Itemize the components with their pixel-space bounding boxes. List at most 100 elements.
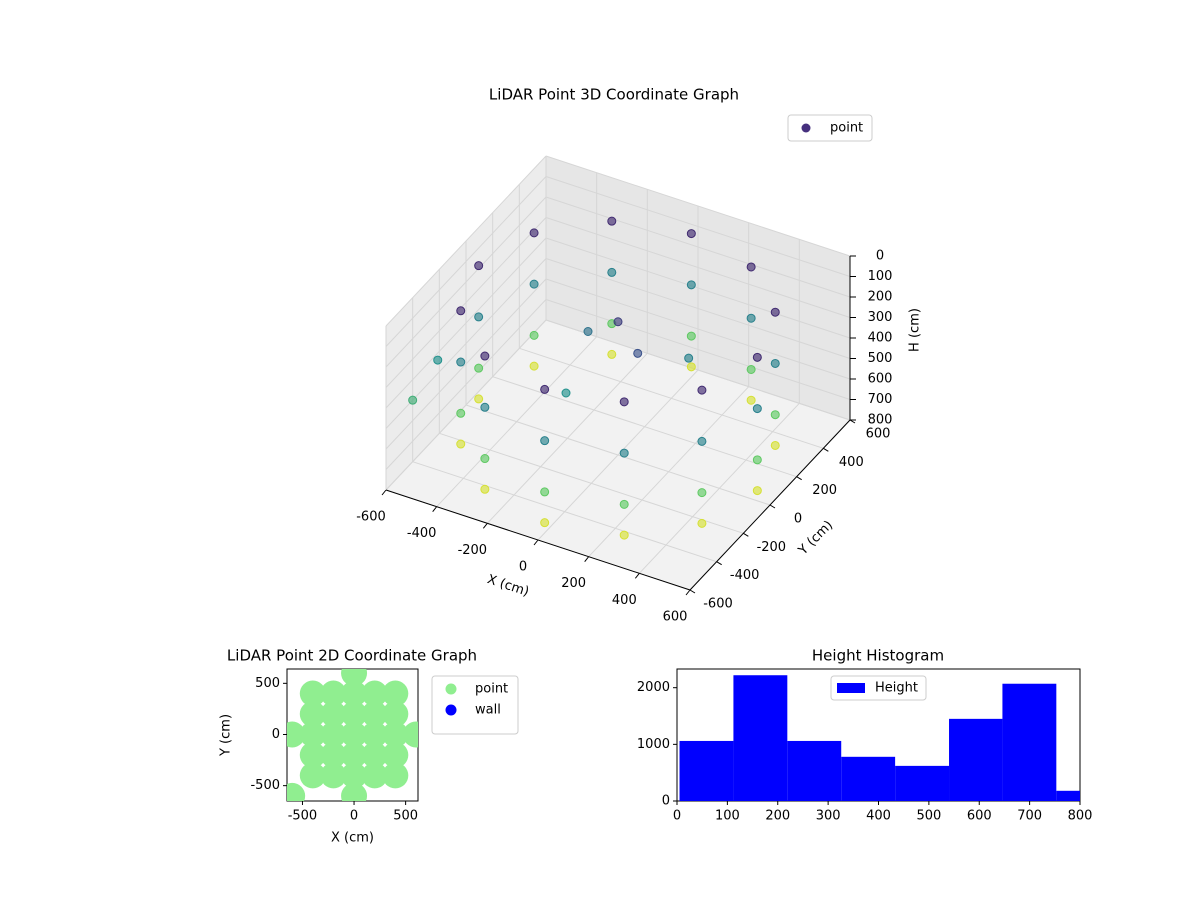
y-tick-label: 0 [794,512,802,527]
point [619,530,629,540]
x-tick-label: 0 [519,560,527,575]
point [686,280,696,290]
y-tick-label: 500 [255,676,280,691]
point [583,327,593,336]
x-tick-label: 300 [816,809,841,824]
point [540,436,550,446]
tick-mark [823,447,829,452]
grid-line [385,155,547,327]
point [382,762,409,789]
x-tick-label: 600 [663,610,688,625]
tick-mark [432,506,438,512]
point [341,762,368,789]
point [402,721,418,748]
x-tick-label: -400 [407,526,437,541]
point [341,680,368,707]
legend: point wall [431,675,519,735]
point [746,313,756,323]
tick-mark [482,523,488,529]
point [607,349,617,359]
z-tick-label: 200 [868,290,893,305]
grid-line [545,299,851,400]
point [320,741,347,768]
point [299,762,326,789]
x-tick-label: 200 [561,576,586,591]
x-axis-label: X (cm) [331,831,374,846]
bar [787,740,842,801]
x-tick-label: 400 [612,593,637,608]
point [770,440,780,450]
y-tick-label: 2000 [637,680,670,695]
point [456,357,466,367]
z-tick-label: 800 [868,413,893,428]
z-axis-label: H (cm) [908,308,923,352]
legend-marker [837,683,865,693]
point [697,518,707,528]
bar [733,675,788,801]
grid-line [385,278,547,450]
point [299,721,326,748]
point [361,762,388,789]
point [341,701,368,728]
y-tick-label: 400 [839,455,864,470]
grid-line [545,237,851,339]
point [770,410,780,420]
x-tick-label: 400 [866,809,891,824]
y-tick-label: 200 [812,483,837,498]
point [607,216,617,226]
point [341,669,368,687]
point [770,307,780,317]
tick-mark [716,561,722,566]
point [746,395,756,405]
tick-mark [584,556,590,562]
tick-mark [634,573,640,579]
point [361,701,388,728]
point [480,402,490,412]
points [287,669,418,801]
point [619,499,629,509]
axis-line [689,419,851,591]
point [697,488,707,498]
grid-line [385,319,547,491]
point [633,348,643,358]
x-tick-label: 700 [1017,809,1042,824]
x-tick-label: 600 [967,809,992,824]
point [746,364,756,374]
point [361,741,388,768]
x-axis-label: X (cm) [485,572,531,600]
point [529,361,539,371]
x-tick-label: -500 [288,809,318,824]
bar [841,756,896,801]
z-tick-label: 500 [868,351,893,366]
point [540,518,550,528]
x-tick-label: 100 [715,809,740,824]
z-tick-label: 400 [868,331,893,346]
point [770,358,780,368]
z-tick-label: 600 [868,372,893,387]
legend-marker [445,704,457,716]
grid-line [465,404,771,506]
point [540,384,550,394]
point [474,394,484,404]
points [408,216,780,540]
axes-3d: -600-400-2000200400600-600-400-200020040… [356,155,923,625]
point [529,279,539,289]
x-tick-label: 500 [393,809,418,824]
point [613,317,623,327]
bar [1056,790,1080,801]
grid-line [412,461,717,563]
tick-mark [796,476,802,481]
point [480,484,490,494]
point [382,721,409,748]
grid-line [545,319,851,421]
z-tick-label: 300 [868,310,893,325]
bar [895,765,950,801]
bar [949,718,1003,801]
grid-line [545,278,851,380]
bar [679,740,734,801]
point [474,261,484,271]
legend-frame [830,675,927,701]
grid-line [545,196,851,298]
x-tick-label: -200 [458,543,488,558]
